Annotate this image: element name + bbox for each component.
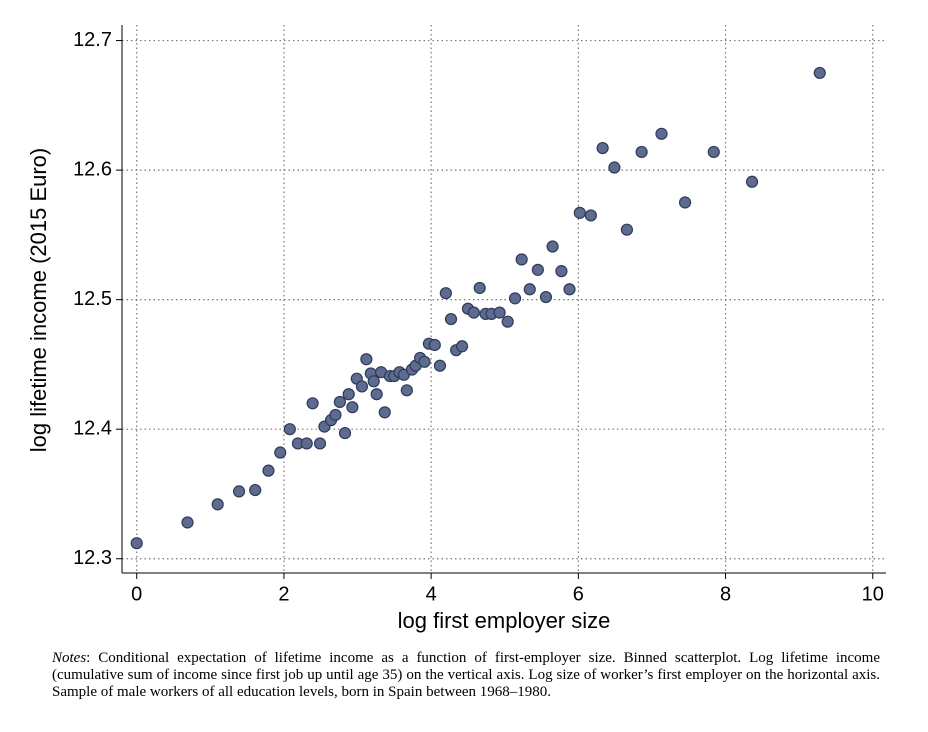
y-tick-label: 12.3 bbox=[73, 547, 112, 569]
point bbox=[539, 290, 553, 304]
y-tick-label: 12.7 bbox=[73, 29, 112, 51]
point bbox=[655, 127, 668, 140]
point bbox=[508, 292, 522, 305]
point bbox=[306, 397, 319, 410]
notes: Notes: Conditional expectation of lifeti… bbox=[52, 650, 880, 701]
point bbox=[274, 446, 287, 459]
point bbox=[333, 395, 346, 409]
x-tick-label: 4 bbox=[426, 583, 437, 605]
point bbox=[130, 537, 143, 550]
notes-label: Notes bbox=[52, 650, 87, 666]
point bbox=[455, 340, 469, 353]
point bbox=[346, 401, 359, 414]
y-tick-label: 12.6 bbox=[73, 158, 112, 180]
x-tick-label: 8 bbox=[720, 583, 731, 605]
point bbox=[444, 312, 458, 326]
point bbox=[493, 306, 506, 319]
point bbox=[433, 359, 447, 372]
point bbox=[584, 209, 597, 222]
point bbox=[563, 283, 576, 296]
point bbox=[467, 306, 480, 319]
point bbox=[355, 380, 369, 393]
y-axis-title: log lifetime income (2015 Euro) bbox=[26, 148, 51, 452]
point bbox=[418, 355, 431, 368]
point bbox=[181, 516, 194, 529]
point bbox=[360, 353, 373, 366]
y-tick-label: 12.5 bbox=[73, 288, 112, 310]
point bbox=[342, 388, 355, 401]
chart: log first employer size log lifetime inc… bbox=[26, 25, 886, 633]
point bbox=[635, 145, 648, 159]
point bbox=[531, 263, 544, 276]
point bbox=[596, 141, 609, 155]
x-tick-label: 0 bbox=[131, 583, 142, 605]
y-tick-label: 12.4 bbox=[73, 417, 112, 439]
point bbox=[745, 175, 759, 188]
point bbox=[283, 423, 296, 436]
point bbox=[232, 485, 246, 498]
point bbox=[473, 281, 486, 295]
point bbox=[439, 287, 452, 300]
point bbox=[523, 283, 536, 296]
point bbox=[813, 66, 826, 80]
point bbox=[370, 388, 383, 401]
point bbox=[515, 253, 528, 266]
point bbox=[249, 483, 262, 497]
x-axis-title: log first employer size bbox=[398, 608, 611, 633]
point bbox=[378, 406, 391, 419]
notes-text: : Conditional expectation of lifetime in… bbox=[52, 650, 880, 700]
point bbox=[367, 375, 380, 388]
point bbox=[608, 161, 621, 174]
x-tick-label: 2 bbox=[278, 583, 289, 605]
point bbox=[620, 223, 634, 236]
point bbox=[555, 265, 568, 278]
point bbox=[546, 240, 559, 253]
point bbox=[262, 464, 275, 477]
point bbox=[313, 437, 327, 450]
point bbox=[678, 196, 692, 209]
point bbox=[329, 408, 342, 422]
point bbox=[501, 315, 514, 328]
point bbox=[211, 498, 224, 511]
point bbox=[707, 145, 720, 159]
point bbox=[400, 384, 413, 397]
point bbox=[573, 206, 586, 219]
point bbox=[300, 437, 313, 450]
point bbox=[428, 338, 441, 352]
x-tick-label: 6 bbox=[573, 583, 584, 605]
point bbox=[338, 426, 352, 440]
x-tick-label: 10 bbox=[862, 583, 884, 605]
